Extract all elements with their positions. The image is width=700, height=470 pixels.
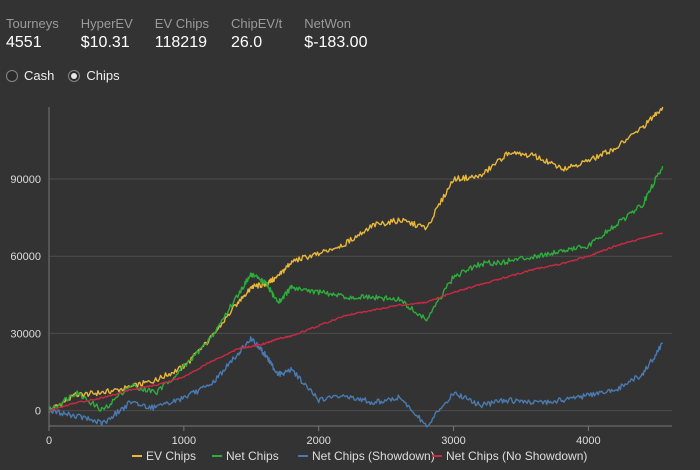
- stat-value: 4551: [6, 34, 42, 51]
- stat-netwon: NetWon $-183.00: [304, 16, 367, 53]
- stat-value: $10.31: [80, 34, 130, 51]
- mode-cash-option[interactable]: Cash: [6, 68, 54, 83]
- chart-grid: [49, 178, 672, 412]
- legend-label: Net Chips (Showdown): [312, 449, 435, 463]
- stat-label: ChipEV/t: [230, 16, 283, 31]
- series-line-2: [48, 166, 664, 413]
- x-tick-label: 3000: [441, 435, 465, 447]
- y-tick-label: 0: [35, 406, 41, 418]
- legend-item[interactable]: Net Chips (Showdown): [298, 449, 435, 463]
- chart-axes: 0 30000 60000 90000 0 1000 2000 3000 4000: [10, 107, 672, 447]
- stat-label: NetWon: [304, 16, 352, 31]
- legend-label: Net Chips (No Showdown): [446, 449, 587, 463]
- y-tick-label: 30000: [10, 328, 41, 340]
- mode-selector: Cash Chips: [6, 68, 134, 83]
- legend-item[interactable]: Net Chips (No Showdown): [432, 449, 587, 463]
- mode-label: Chips: [86, 68, 120, 83]
- chips-radio[interactable]: [68, 69, 81, 82]
- stat-label: HyperEV: [80, 16, 133, 31]
- stat-label: EV Chips: [154, 16, 209, 31]
- stat-label: Tourneys: [6, 16, 59, 31]
- legend-item[interactable]: Net Chips: [212, 449, 279, 463]
- y-tick-label: 60000: [10, 251, 41, 263]
- x-tick-label: 1000: [172, 435, 196, 447]
- series-line-1: [48, 106, 664, 413]
- stat-ev-chips: EV Chips 118219: [155, 16, 209, 53]
- legend-label: EV Chips: [146, 449, 196, 463]
- stats-bar: Tourneys 4551 HyperEV $10.31 EV Chips 11…: [6, 16, 389, 53]
- x-tick-label: 2000: [306, 435, 330, 447]
- y-tick-label: 90000: [10, 174, 41, 186]
- chart-series: [48, 106, 664, 428]
- legend-label: Net Chips: [226, 449, 279, 463]
- x-tick-label: 4000: [576, 435, 600, 447]
- stat-value: 26.0: [230, 34, 263, 51]
- stat-hyperev: HyperEV $10.31: [81, 16, 133, 53]
- legend-item[interactable]: EV Chips: [132, 449, 196, 463]
- stat-value: $-183.00: [304, 34, 368, 51]
- mode-label: Cash: [24, 68, 55, 83]
- series-line-4: [48, 232, 664, 412]
- stat-tourneys: Tourneys 4551: [6, 16, 59, 53]
- x-tick-label: 0: [46, 435, 52, 447]
- stat-value: 118219: [154, 34, 207, 51]
- mode-chips-option[interactable]: Chips: [68, 68, 120, 83]
- series-line-3: [48, 336, 664, 428]
- stat-chipev-per-t: ChipEV/t 26.0: [231, 16, 282, 53]
- cash-radio[interactable]: [6, 69, 18, 82]
- chart-legend: EV Chips Net Chips Net Chips (Showdown) Net…: [132, 449, 587, 463]
- chips-chart: 0 30000 60000 90000 0 1000 2000 3000 4000 EV Chi…: [10, 106, 672, 463]
